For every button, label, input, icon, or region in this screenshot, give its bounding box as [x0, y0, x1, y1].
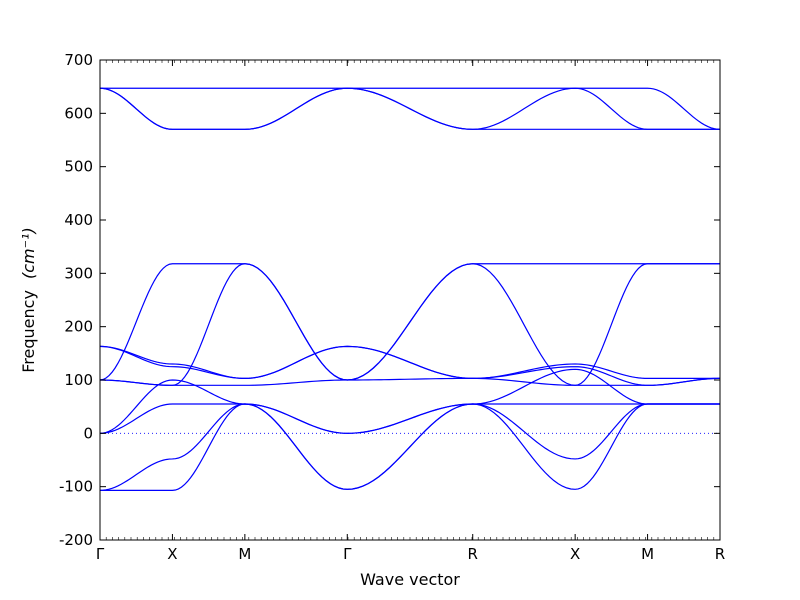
- band-line-1: [100, 87, 721, 130]
- y-tick-label: 300: [64, 264, 93, 282]
- y-axis-label-unit: (cm⁻¹): [19, 227, 38, 279]
- x-tick-label: M: [238, 545, 251, 563]
- y-axis-label-text: Frequency: [19, 290, 38, 373]
- y-tick-label: 400: [64, 211, 93, 229]
- plot-frame: [99, 59, 721, 541]
- x-axis-label: Wave vector: [360, 570, 460, 589]
- band-line-7: [99, 345, 721, 386]
- y-tick-label: 500: [64, 158, 93, 176]
- x-tick-label: X: [570, 545, 580, 563]
- band-lines: [99, 87, 721, 491]
- x-tick-label: R: [468, 545, 478, 563]
- y-axis-label: Frequency (cm⁻¹): [19, 227, 38, 372]
- x-tick-label: R: [715, 545, 725, 563]
- plot-area: [100, 60, 720, 540]
- y-tick-label: -100: [59, 478, 93, 496]
- y-tick-label: 600: [64, 104, 93, 122]
- x-tick-label: X: [167, 545, 177, 563]
- x-tick-label: Γ: [343, 545, 352, 563]
- y-tick-label: 100: [64, 371, 93, 389]
- y-tick-label: -200: [59, 531, 93, 549]
- band-line-8: [99, 377, 721, 386]
- y-tick-label: 200: [64, 318, 93, 336]
- band-line-3: [99, 87, 720, 130]
- band-line-10: [99, 368, 720, 434]
- y-tick-label: 0: [83, 424, 93, 442]
- band-line-5: [99, 263, 720, 386]
- y-axis-ticks: -200 -100 0 100 200 300 400 500 600 700: [59, 51, 720, 549]
- band-line-12: [100, 403, 720, 491]
- x-tick-label: M: [641, 545, 654, 563]
- x-tick-label: Γ: [96, 545, 105, 563]
- y-tick-label: 700: [64, 51, 93, 69]
